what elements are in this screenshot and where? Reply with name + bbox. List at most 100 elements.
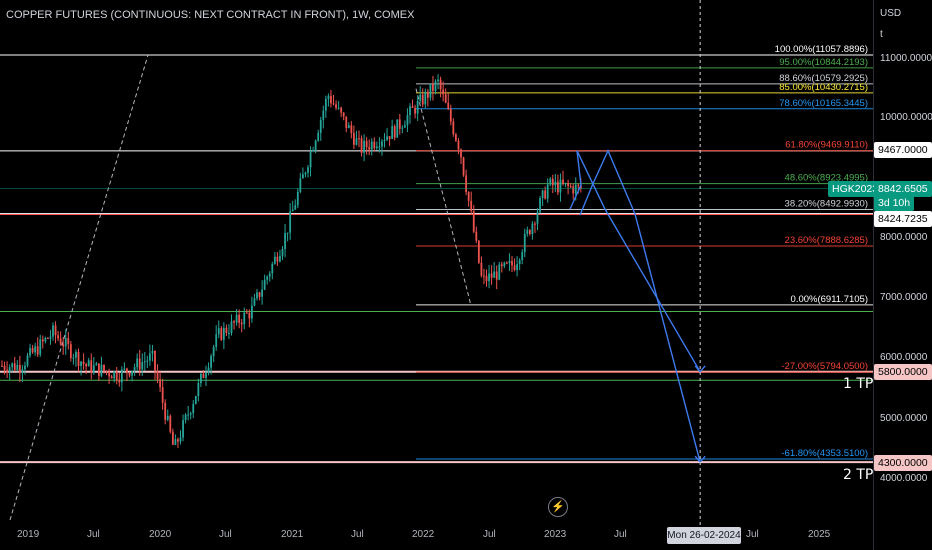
candle-body <box>365 140 368 148</box>
time-label-2025: 2025 <box>808 529 831 540</box>
candle-body <box>233 321 235 323</box>
candle-body <box>72 357 75 359</box>
candle-body <box>409 106 411 116</box>
time-label-jul-2022: Jul <box>483 529 496 540</box>
candle-body <box>31 348 34 353</box>
candle-body <box>36 346 39 355</box>
candle-body <box>110 376 113 379</box>
candle-body <box>98 363 100 376</box>
candle-body <box>360 138 363 153</box>
time-label-2019: 2019 <box>17 529 40 540</box>
candle-body <box>347 125 350 129</box>
candle-body <box>426 91 429 98</box>
candle-body <box>396 119 399 138</box>
candle-body <box>437 79 439 82</box>
candle-body <box>500 264 503 267</box>
candle-body <box>64 338 67 347</box>
candle-body <box>539 198 541 213</box>
candle-body <box>75 351 77 358</box>
candle-body <box>228 332 230 334</box>
candle-body <box>383 140 386 142</box>
fib-level-label: 95.00%(10844.2193) <box>779 57 868 68</box>
lightning-icon[interactable]: ⚡ <box>548 497 568 517</box>
last-price-badge: 8842.6505 <box>874 181 932 197</box>
candle-body <box>205 372 207 378</box>
time-label-2020: 2020 <box>149 529 172 540</box>
candle-body <box>294 205 297 210</box>
candle-body <box>569 185 572 187</box>
fib-level-label: 48.60%(8923.4995) <box>785 173 868 184</box>
candle-body <box>411 106 414 108</box>
candle-body <box>439 79 442 90</box>
candle-body <box>330 95 332 104</box>
candle-body <box>337 107 340 109</box>
candle-body <box>312 150 314 152</box>
candle-body <box>67 338 70 345</box>
time-label-2023: 2023 <box>544 529 567 540</box>
candle-body <box>161 387 164 403</box>
candle-body <box>314 140 317 151</box>
fib-level-label: 38.20%(8492.9930) <box>785 199 868 210</box>
candle-body <box>393 126 396 138</box>
time-label-2022: 2022 <box>412 529 435 540</box>
candle-body <box>11 363 14 368</box>
candle-body <box>103 364 105 371</box>
candle-body <box>240 322 243 325</box>
candle-body <box>177 439 179 442</box>
candle-body <box>220 328 223 340</box>
candle-body <box>284 233 286 249</box>
candle-body <box>171 431 174 445</box>
level-badge-5800: 5800.0000 <box>874 364 932 380</box>
candle-body <box>317 132 320 141</box>
candle-body <box>24 365 26 370</box>
candle-body <box>90 360 93 373</box>
candle-body <box>263 279 266 290</box>
candle-body <box>212 347 215 357</box>
candle-body <box>516 264 518 270</box>
candle-body <box>279 255 281 262</box>
candle-body <box>215 334 218 348</box>
candle-body <box>210 356 212 368</box>
price-label-6000: 6000.0000 <box>880 352 928 363</box>
candle-body <box>544 190 547 199</box>
candle-body <box>457 140 460 150</box>
candle-body <box>526 230 529 234</box>
target-label-2: 2 TP <box>843 467 874 483</box>
candle-body <box>506 262 508 264</box>
candle-body <box>197 382 200 397</box>
candle-body <box>523 233 526 253</box>
candle-body <box>105 370 108 372</box>
candle-body <box>164 402 167 420</box>
candle-body <box>138 358 141 370</box>
candle-body <box>462 157 465 176</box>
candle-body <box>92 365 95 373</box>
candle-body <box>174 439 177 445</box>
candle-body <box>419 94 422 101</box>
candle-body <box>488 273 490 282</box>
candle-body <box>447 102 450 109</box>
candle-body <box>187 414 190 416</box>
candle-body <box>118 380 121 383</box>
candle-body <box>194 396 197 404</box>
candle-body <box>404 125 406 128</box>
candle-body <box>518 260 521 265</box>
candle-body <box>126 368 128 373</box>
fib-level-label: -61.80%(4353.5100) <box>781 448 868 459</box>
candle-body <box>528 230 531 234</box>
candle-body <box>511 260 513 266</box>
candle-body <box>480 262 483 276</box>
candle-body <box>406 115 409 126</box>
candle-body <box>353 133 355 145</box>
candle-body <box>574 184 577 194</box>
candle-body <box>424 91 427 105</box>
candle-body <box>108 371 110 377</box>
candle-body <box>503 262 506 267</box>
candle-body <box>429 83 432 98</box>
candle-body <box>57 335 59 339</box>
currency-label: USD t <box>880 8 901 41</box>
candle-body <box>47 337 49 339</box>
candle-body <box>319 119 322 133</box>
candle-body <box>80 361 82 366</box>
candle-body <box>551 178 554 186</box>
